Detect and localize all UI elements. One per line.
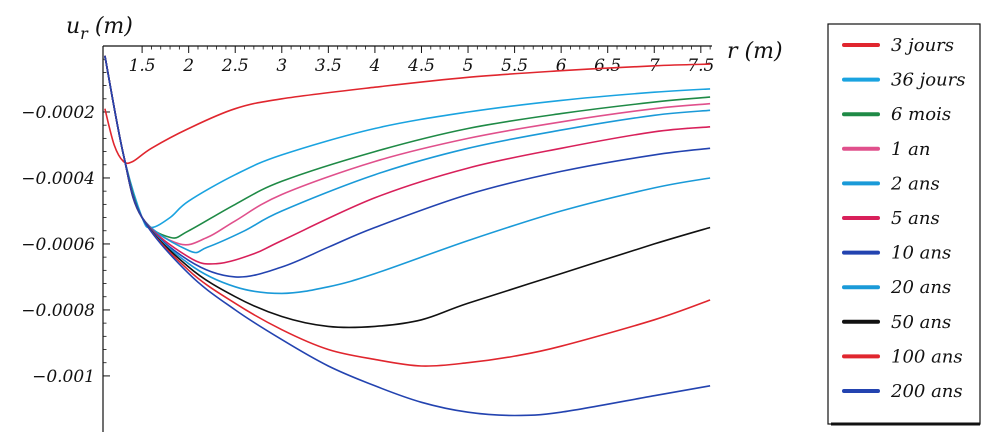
series-line-7 (104, 55, 711, 278)
series-line-9 (104, 55, 711, 329)
x-tick-label: 7.5 (687, 56, 714, 76)
series-line-5 (104, 55, 711, 254)
y-axis-title: ur (m) (66, 14, 133, 43)
x-tick-label: 4.5 (407, 56, 435, 76)
legend-label: 1 an (891, 139, 931, 160)
legend-item: 6 mois (842, 104, 951, 125)
x-tick-label: 5 (463, 56, 474, 76)
legend-item: 5 ans (842, 208, 940, 229)
y-tick-label: −0.0004 (21, 169, 95, 189)
series-line-8 (104, 55, 711, 295)
series-line-2 (104, 55, 711, 229)
series-line-11 (104, 55, 711, 417)
x-axis-ticks: 1.5 2 2.5 3 3.5 4 4.5 5 5.5 6 6.5 7 7.5 (129, 46, 714, 76)
legend-label: 6 mois (891, 104, 951, 125)
legend-item: 50 ans (842, 312, 951, 333)
x-tick-label: 3 (276, 56, 287, 76)
legend-item: 3 jours (842, 35, 954, 56)
y-tick-label: −0.0006 (21, 235, 95, 255)
legend: 3 jours 36 jours 6 mois 1 an 2 ans 5 ans 10 an… (827, 23, 981, 426)
legend-label: 5 ans (891, 208, 940, 229)
x-tick-label: 3.5 (315, 56, 342, 76)
y-axis-ticks: −0.0002 −0.0004 −0.0006 −0.0008 −0.001 (21, 58, 110, 387)
legend-item: 200 ans (842, 381, 963, 402)
y-tick-label: −0.0002 (21, 103, 95, 123)
x-tick-label: 5.5 (501, 56, 528, 76)
legend-label: 200 ans (890, 381, 963, 402)
x-tick-label: 6 (556, 56, 567, 76)
x-axis-title: r (m) (727, 39, 783, 64)
plot-area: 1.5 2 2.5 3 3.5 4 4.5 5 5.5 6 6.5 7 7.5 −0.0002−0.00… (21, 14, 783, 432)
legend-item: 20 ans (842, 277, 951, 298)
x-tick-label: 2.5 (221, 56, 249, 76)
legend-label: 20 ans (890, 277, 951, 298)
legend-label: 100 ans (891, 346, 963, 367)
series-lines (104, 55, 711, 417)
x-tick-label: 4 (368, 56, 380, 76)
series-line-1 (104, 63, 711, 165)
series-line-10 (104, 55, 711, 367)
y-tick-label: −0.001 (32, 367, 95, 387)
legend-item: 1 an (842, 139, 931, 160)
x-tick-label: 2 (182, 56, 194, 76)
y-tick-label: −0.0008 (21, 301, 95, 321)
x-tick-label: 6.5 (594, 56, 621, 76)
legend-item: 36 jours (842, 70, 965, 91)
legend-item: 2 ans (842, 173, 940, 194)
legend-items: 3 jours 36 jours 6 mois 1 an 2 ans 5 ans 10 an… (842, 35, 965, 402)
legend-label: 10 ans (891, 243, 951, 264)
legend-item: 10 ans (842, 243, 951, 264)
legend-label: 50 ans (891, 312, 951, 333)
legend-label: 36 jours (891, 70, 965, 91)
legend-label: 2 ans (890, 173, 940, 194)
x-tick-label: 1.5 (129, 56, 156, 76)
legend-label: 3 jours (891, 35, 954, 56)
legend-item: 100 ans (842, 346, 963, 367)
